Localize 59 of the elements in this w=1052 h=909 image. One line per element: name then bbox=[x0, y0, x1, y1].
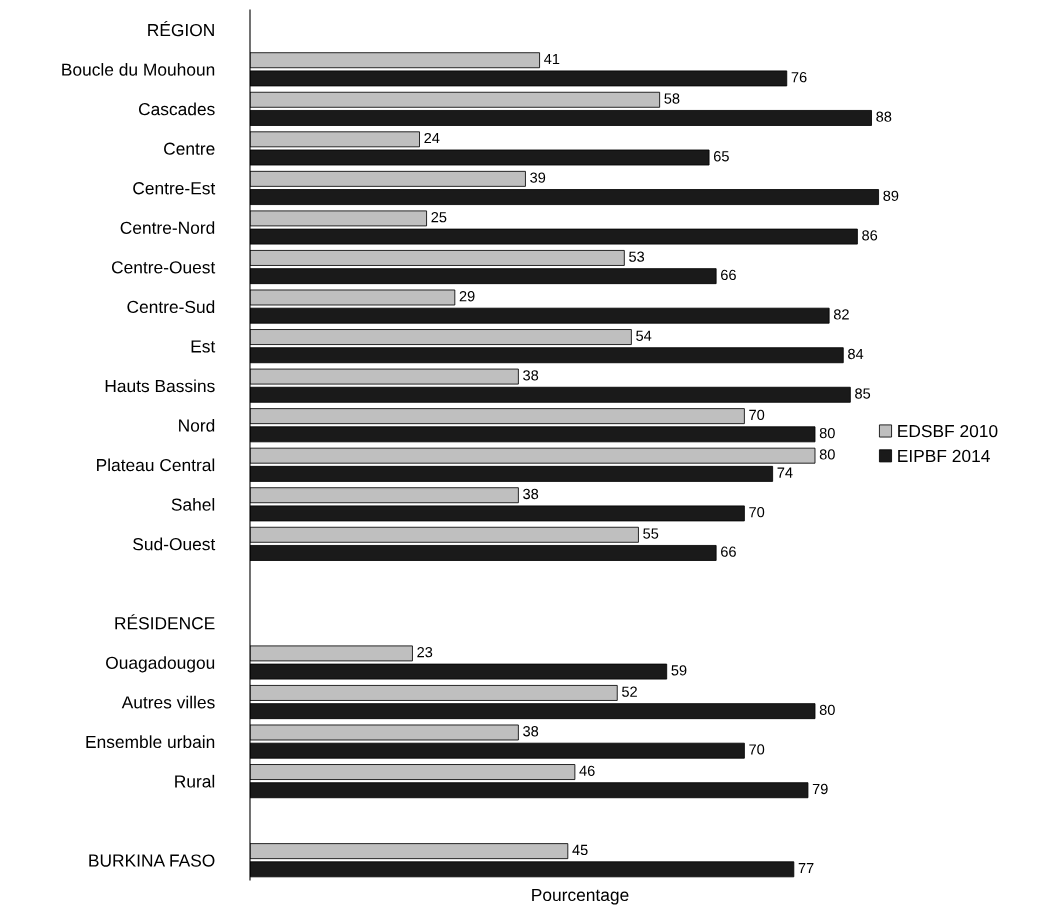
y-tick-label: Centre-Sud bbox=[127, 300, 215, 314]
y-tick-label: Sud-Ouest bbox=[133, 537, 216, 551]
legend-label: EIPBF 2014 bbox=[898, 449, 990, 463]
data-label: 29 bbox=[459, 291, 475, 302]
data-label: 66 bbox=[721, 546, 736, 557]
data-label: 41 bbox=[544, 53, 560, 64]
data-label: 80 bbox=[819, 427, 835, 439]
data-label: 45 bbox=[572, 844, 588, 856]
data-label: 54 bbox=[636, 330, 652, 341]
data-label: 53 bbox=[629, 251, 645, 262]
data-label: 25 bbox=[431, 211, 447, 223]
data-label: 84 bbox=[848, 348, 864, 360]
data-label: 65 bbox=[713, 151, 729, 162]
y-tick-label: Nord bbox=[179, 418, 215, 432]
y-tick-label: Centre-Ouest bbox=[111, 261, 216, 274]
y-tick-label: Centre-Nord bbox=[120, 221, 215, 234]
data-label: 74 bbox=[777, 467, 793, 478]
legend-label: EDSBF 2010 bbox=[898, 424, 998, 438]
y-tick-label: Autres villes bbox=[121, 695, 215, 709]
data-label: 79 bbox=[812, 783, 828, 795]
data-label: 76 bbox=[791, 72, 807, 83]
y-tick-label: Hauts Bassins bbox=[105, 379, 215, 393]
y-tick-label: RÉGION bbox=[148, 21, 214, 37]
data-label: 80 bbox=[819, 449, 835, 460]
y-tick-label: Plateau Central bbox=[97, 458, 215, 472]
y-tick-label: Centre-Est bbox=[133, 182, 216, 195]
data-label: 23 bbox=[417, 646, 433, 658]
y-tick-label: RÉSIDENCE bbox=[115, 614, 215, 630]
data-label: 38 bbox=[523, 726, 539, 737]
y-tick-label: BURKINA FASO bbox=[89, 854, 215, 867]
y-tick-label: Rural bbox=[175, 774, 215, 788]
data-label: 66 bbox=[721, 269, 736, 281]
data-label: 58 bbox=[664, 93, 680, 104]
y-tick-label: Cascades bbox=[138, 102, 215, 116]
data-label: 80 bbox=[819, 704, 835, 716]
data-label: 55 bbox=[643, 528, 659, 539]
data-label: 70 bbox=[749, 507, 765, 518]
data-label: 70 bbox=[749, 409, 765, 421]
data-label: 89 bbox=[883, 190, 899, 201]
data-label: 24 bbox=[424, 132, 440, 144]
data-label: 38 bbox=[523, 488, 539, 500]
data-label: 59 bbox=[671, 665, 687, 676]
data-label: 85 bbox=[855, 388, 871, 399]
y-tick-label: Centre bbox=[164, 142, 215, 155]
y-tick-label: Ensemble urbain bbox=[86, 735, 215, 749]
y-tick-label: Boucle du Mouhoun bbox=[62, 63, 215, 76]
y-tick-label: Ouagadougou bbox=[106, 656, 215, 673]
data-label: 38 bbox=[523, 370, 539, 381]
y-tick-label: Sahel bbox=[171, 498, 215, 511]
data-label: 52 bbox=[622, 686, 637, 697]
data-label: 86 bbox=[862, 230, 878, 241]
x-axis-title: Pourcentage bbox=[532, 888, 629, 905]
data-label: 70 bbox=[749, 744, 765, 755]
data-label: 39 bbox=[530, 172, 546, 183]
data-label: 46 bbox=[579, 765, 595, 776]
y-tick-label: Est bbox=[191, 340, 216, 353]
data-label: 82 bbox=[833, 309, 849, 320]
data-label: 77 bbox=[798, 863, 814, 874]
data-label: 88 bbox=[876, 111, 892, 122]
